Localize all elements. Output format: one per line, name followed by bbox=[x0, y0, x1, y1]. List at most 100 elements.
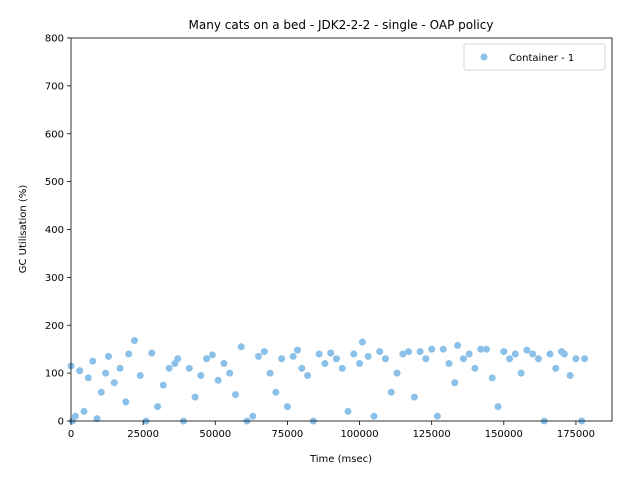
data-point bbox=[382, 355, 390, 363]
data-point bbox=[405, 348, 413, 356]
data-point bbox=[523, 346, 531, 354]
data-point bbox=[89, 357, 97, 365]
data-point bbox=[332, 355, 340, 363]
x-tick-label: 125000 bbox=[413, 429, 451, 440]
data-point bbox=[338, 364, 346, 372]
y-tick-label: 800 bbox=[45, 34, 64, 45]
data-point bbox=[572, 355, 580, 363]
data-point bbox=[416, 348, 424, 356]
x-tick-label: 150000 bbox=[485, 429, 523, 440]
data-point bbox=[203, 355, 211, 363]
data-point bbox=[197, 372, 205, 380]
data-point bbox=[272, 388, 280, 396]
data-point bbox=[370, 412, 378, 420]
data-point bbox=[364, 352, 372, 360]
data-point bbox=[110, 379, 118, 387]
data-point bbox=[344, 407, 352, 415]
x-axis-label: Time (msec) bbox=[309, 454, 372, 465]
x-tick-label: 50000 bbox=[199, 429, 231, 440]
data-point bbox=[482, 345, 490, 353]
data-point bbox=[237, 343, 245, 351]
x-tick-label: 100000 bbox=[340, 429, 378, 440]
data-point bbox=[148, 349, 156, 357]
data-point bbox=[451, 379, 459, 387]
data-points bbox=[67, 337, 589, 425]
data-point bbox=[266, 369, 274, 377]
data-point bbox=[454, 341, 462, 349]
data-point bbox=[399, 350, 407, 358]
y-axis-ticks: 0 100 200 300 400 500 600 700 800 bbox=[45, 34, 71, 428]
data-point bbox=[356, 360, 364, 368]
data-point bbox=[304, 372, 312, 380]
data-point bbox=[488, 374, 496, 382]
data-point bbox=[552, 364, 560, 372]
data-point bbox=[97, 388, 105, 396]
data-point bbox=[185, 364, 193, 372]
data-point bbox=[433, 412, 441, 420]
data-point bbox=[445, 360, 453, 368]
data-point bbox=[116, 364, 124, 372]
data-point bbox=[278, 355, 286, 363]
chart-title: Many cats on a bed - JDK2-2-2 - single -… bbox=[189, 18, 494, 32]
x-tick-label: 175000 bbox=[557, 429, 595, 440]
data-point bbox=[208, 351, 216, 359]
data-point bbox=[255, 352, 263, 360]
y-tick-label: 600 bbox=[45, 129, 64, 140]
data-point bbox=[226, 369, 234, 377]
data-point bbox=[71, 412, 79, 420]
data-point bbox=[293, 346, 301, 354]
data-point bbox=[494, 403, 502, 411]
data-point bbox=[511, 350, 519, 358]
y-tick-label: 700 bbox=[45, 81, 64, 92]
y-tick-label: 200 bbox=[45, 321, 64, 332]
data-point bbox=[387, 388, 395, 396]
legend-marker bbox=[480, 53, 488, 61]
data-point bbox=[321, 360, 329, 368]
data-point bbox=[249, 412, 257, 420]
y-tick-label: 0 bbox=[58, 417, 64, 428]
data-point bbox=[477, 345, 485, 353]
y-tick-label: 100 bbox=[45, 369, 64, 380]
data-point bbox=[289, 352, 297, 360]
x-tick-label: 0 bbox=[68, 429, 74, 440]
data-point bbox=[327, 349, 335, 357]
data-point bbox=[315, 350, 323, 358]
data-point bbox=[500, 348, 508, 356]
y-tick-label: 400 bbox=[45, 225, 64, 236]
data-point bbox=[566, 372, 574, 380]
data-point bbox=[76, 367, 84, 375]
data-point bbox=[393, 369, 401, 377]
data-point bbox=[581, 355, 589, 363]
data-point bbox=[534, 355, 542, 363]
data-point bbox=[154, 403, 162, 411]
data-point bbox=[283, 403, 291, 411]
y-tick-label: 500 bbox=[45, 177, 64, 188]
data-point bbox=[122, 398, 130, 406]
data-point bbox=[159, 381, 167, 389]
data-point bbox=[517, 369, 525, 377]
y-axis-label: GC Utilisation (%) bbox=[18, 185, 29, 274]
data-point bbox=[130, 337, 138, 345]
data-point bbox=[465, 350, 473, 358]
legend: Container - 1 bbox=[463, 43, 606, 71]
data-point bbox=[136, 372, 144, 380]
y-tick-label: 300 bbox=[45, 273, 64, 284]
data-point bbox=[80, 407, 88, 415]
data-point bbox=[93, 415, 101, 423]
data-point bbox=[376, 348, 384, 356]
data-point bbox=[358, 338, 366, 346]
data-point bbox=[471, 364, 479, 372]
data-point bbox=[546, 350, 554, 358]
data-point bbox=[125, 350, 133, 358]
data-point bbox=[84, 374, 92, 382]
x-tick-label: 75000 bbox=[271, 429, 303, 440]
data-point bbox=[422, 355, 430, 363]
data-point bbox=[560, 350, 568, 358]
data-point bbox=[260, 348, 268, 356]
data-point bbox=[298, 364, 306, 372]
legend-label: Container - 1 bbox=[509, 53, 574, 64]
data-point bbox=[231, 391, 239, 399]
data-point bbox=[191, 393, 199, 401]
data-point bbox=[410, 393, 418, 401]
